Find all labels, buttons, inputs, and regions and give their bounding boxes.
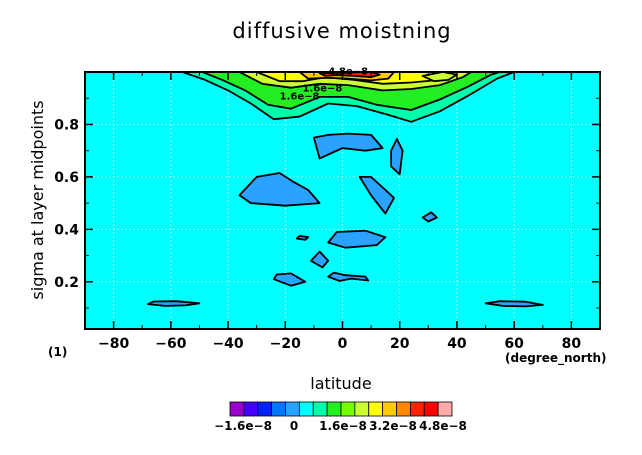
contour-region-negative <box>484 300 544 308</box>
colorbar-swatch <box>423 401 439 417</box>
contour-label: 1.6e−8 <box>303 84 343 95</box>
colorbar-swatch <box>382 401 397 417</box>
contour-region-negative <box>421 211 438 223</box>
colorbar-tick-label: 0 <box>290 419 298 433</box>
x-tick-label: 40 <box>447 336 467 352</box>
colorbar-swatch <box>285 401 300 417</box>
colorbar-tick-labels: −1.6e−8 0 1.6e−8 3.2e−8 4.8e−8 <box>214 419 467 433</box>
x-tick-label: −20 <box>270 336 301 352</box>
colorbar-tick-label: −1.6e−8 <box>214 419 272 433</box>
contour-region-negative <box>310 250 330 269</box>
contour-region-negative <box>146 300 201 307</box>
colorbar-swatch <box>409 401 425 417</box>
colorbar-tick-label: 4.8e−8 <box>419 419 467 433</box>
contour-region-negative <box>358 175 395 215</box>
y-axis-ticks: 0.2 0.4 0.6 0.8 <box>54 71 600 309</box>
y-axis-title: sigma at layer midpoints <box>28 100 47 299</box>
contour-label: 1.6e−8 <box>280 92 320 103</box>
colorbar-swatch <box>229 401 245 417</box>
x-tick-label: 80 <box>562 336 582 352</box>
colorbar <box>229 401 453 417</box>
contour-region-negative <box>272 272 307 287</box>
contour-region-negative <box>390 137 404 176</box>
x-tick-label: 0 <box>338 336 348 352</box>
colorbar-tick-label: 1.6e−8 <box>319 419 367 433</box>
y-tick-label: 0.8 <box>54 117 79 133</box>
colorbar-swatch <box>312 401 328 417</box>
contour-region-negative <box>327 229 387 249</box>
colorbar-swatch <box>326 401 342 417</box>
x-tick-label: 20 <box>390 336 410 352</box>
colorbar-swatch <box>354 401 370 417</box>
y-tick-label: 0.6 <box>54 170 79 186</box>
x-axis-title: latitude <box>310 374 371 393</box>
contour-region-negative <box>238 172 321 207</box>
contour-region-negative <box>312 132 384 160</box>
contour-regions <box>146 72 544 308</box>
colorbar-swatch <box>271 401 286 417</box>
x-tick-label: 60 <box>504 336 524 352</box>
colorbar-swatch <box>298 401 314 417</box>
colorbar-swatch <box>243 401 259 417</box>
colorbar-swatch <box>368 401 384 417</box>
x-unit-label: (degree_north) <box>505 351 606 366</box>
contour-region-negative <box>327 271 370 282</box>
colorbar-swatch <box>257 401 273 417</box>
y-tick-label: 0.4 <box>54 222 79 238</box>
chart-title: diffusive moistning <box>232 19 451 43</box>
contour-region-negative <box>295 234 310 241</box>
colorbar-swatch <box>340 401 356 417</box>
x-tick-label: −80 <box>98 336 129 352</box>
y-tick-label: 0.2 <box>54 275 79 291</box>
plot-area: 1.6e−81.6e−84.8e−8 −80 −60 −40 −20 0 20 40 60 80… <box>54 67 601 352</box>
x-axis-ticks: −80 −60 −40 −20 0 20 40 60 80 <box>84 72 601 352</box>
x-tick-label: −60 <box>155 336 186 352</box>
y-unit-label: (1) <box>48 345 67 359</box>
colorbar-swatch <box>396 401 411 417</box>
x-tick-label: −40 <box>212 336 243 352</box>
colorbar-swatch <box>437 401 453 417</box>
colorbar-tick-label: 3.2e−8 <box>369 419 417 433</box>
